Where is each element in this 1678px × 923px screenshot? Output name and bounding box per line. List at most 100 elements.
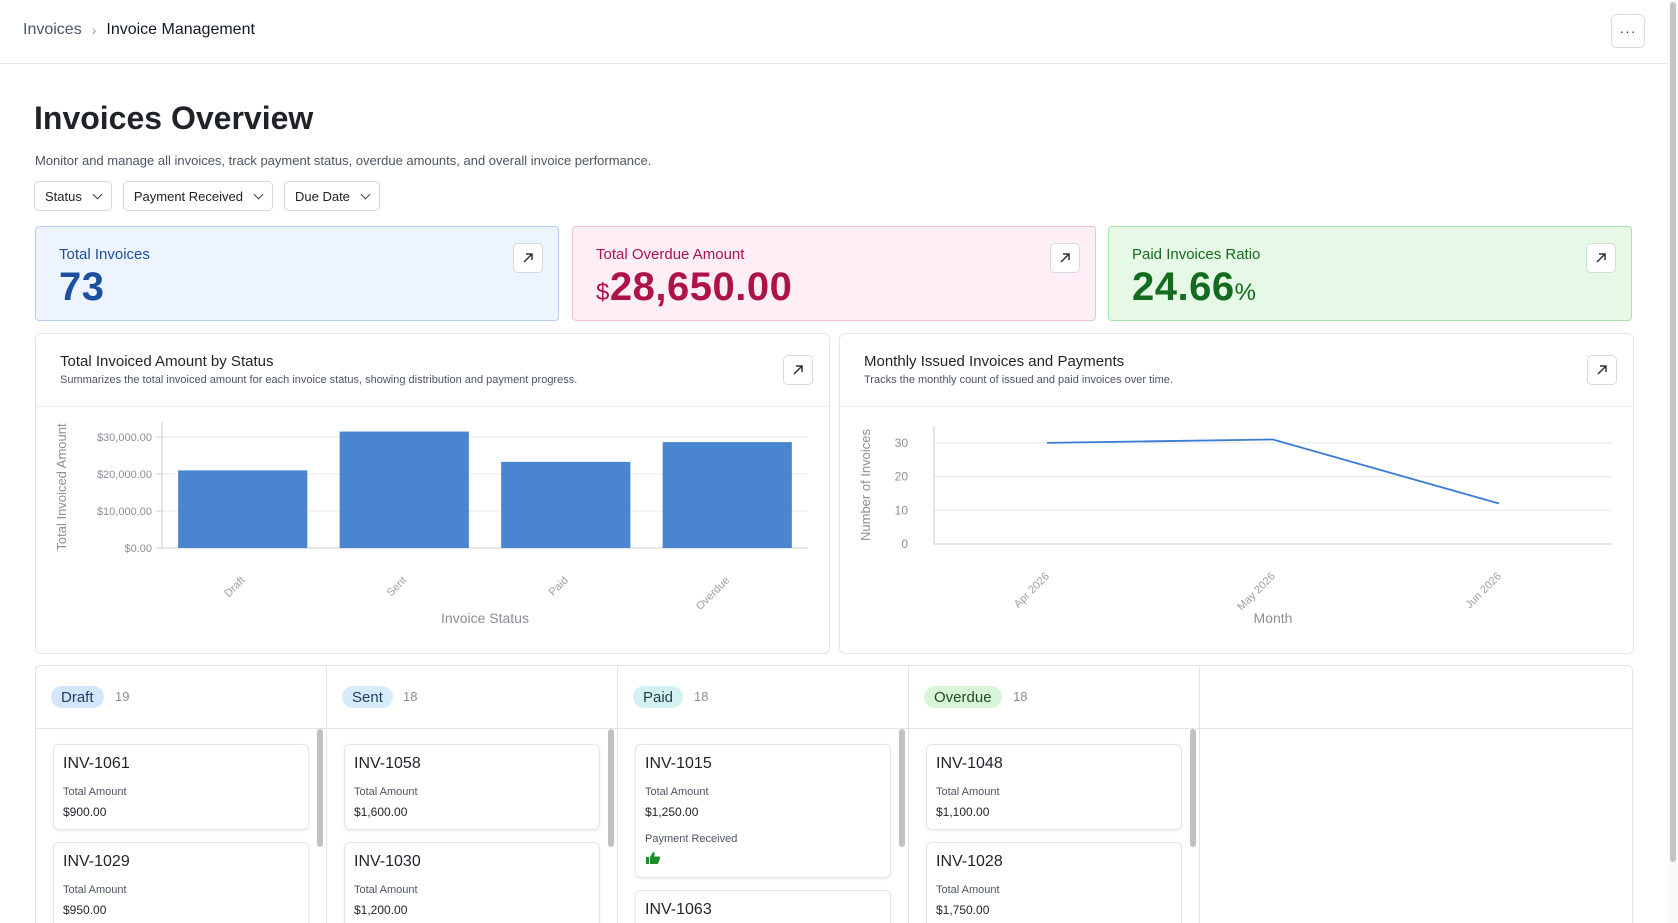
due-date-filter[interactable]: Due Date: [283, 181, 380, 211]
chevron-down-icon: [360, 189, 371, 199]
x-tick-label: Jun 2026: [1463, 570, 1503, 610]
invoice-id: INV-1015: [645, 755, 712, 772]
amount-label: Total Amount: [354, 786, 418, 798]
kanban-empty-area: [1200, 666, 1632, 923]
currency-prefix: $: [596, 279, 610, 306]
column-count: 18: [403, 689, 418, 704]
column-header: Sent 18: [327, 666, 617, 729]
breadcrumb: Invoices › Invoice Management: [23, 21, 255, 39]
breadcrumb-invoices-link[interactable]: Invoices: [23, 21, 82, 38]
open-chart-button[interactable]: [783, 355, 813, 385]
kpi-total-overdue-amount: Total Overdue Amount $28,650.00: [572, 226, 1096, 321]
x-tick-label: Sent: [385, 574, 409, 598]
arrow-up-right-icon: [523, 253, 533, 263]
x-axis-label: Invoice Status: [441, 610, 529, 626]
status-filter[interactable]: Status: [34, 181, 112, 211]
status-filter-label: Status: [45, 188, 82, 204]
bar: [501, 461, 631, 548]
thumbs-up-icon: [646, 852, 661, 864]
status-badge: Paid: [633, 686, 684, 708]
payment-received-filter[interactable]: Payment Received: [122, 181, 273, 211]
kpi-paid-invoices-ratio: Paid Invoices Ratio 24.66%: [1108, 226, 1632, 321]
page-subtitle: Monitor and manage all invoices, track p…: [35, 153, 652, 168]
payment-received-filter-label: Payment Received: [133, 188, 243, 204]
open-kpi-button[interactable]: [513, 243, 543, 273]
column-scrollbar[interactable]: [1190, 729, 1196, 847]
invoice-id: INV-1028: [936, 853, 1003, 870]
series-line: [1046, 438, 1500, 505]
invoice-card[interactable]: INV-1015 Total Amount $1,250.00 Payment …: [635, 744, 891, 878]
x-axis-label: Month: [1254, 610, 1293, 626]
column-header: Draft 19: [36, 666, 326, 729]
y-tick-label: $30,000.00: [97, 432, 152, 444]
x-tick-label: Apr 2026: [1012, 570, 1052, 610]
page-scrollbar[interactable]: [1668, 0, 1678, 923]
arrow-up-right-icon: [1596, 253, 1606, 263]
kanban-column-overdue: Overdue 18 INV-1048 Total Amount $1,100.…: [909, 666, 1200, 923]
bar: [178, 470, 308, 548]
column-count: 18: [694, 689, 709, 704]
status-badge: Sent: [342, 686, 393, 708]
amount-value: $1,600.00: [354, 805, 408, 819]
kpi-total-invoices: Total Invoices 73: [35, 226, 559, 321]
column-header: Overdue 18: [909, 666, 1199, 729]
amount-label: Total Amount: [63, 786, 127, 798]
kpi-value: $28,650.00: [596, 265, 793, 309]
kpi-value: 73: [59, 265, 105, 309]
amount-value: $950.00: [63, 903, 107, 917]
open-kpi-button[interactable]: [1586, 243, 1616, 273]
invoice-card[interactable]: INV-1029 Total Amount $950.00: [53, 842, 309, 923]
arrow-up-right-icon: [1597, 365, 1607, 375]
filter-bar: Status Payment Received Due Date: [34, 181, 380, 211]
amount-value: $1,100.00: [936, 805, 990, 819]
kanban-column-draft: Draft 19 INV-1061 Total Amount $900.00 I…: [36, 666, 327, 923]
invoice-card[interactable]: INV-1058 Total Amount $1,600.00: [344, 744, 600, 830]
amount-label: Total Amount: [936, 884, 1000, 896]
y-tick-label: $20,000.00: [97, 469, 152, 481]
invoice-id: INV-1030: [354, 853, 421, 870]
bar-chart: $0.00 $10,000.00 $20,000.00 $30,000.00 Draft…: [54, 422, 808, 626]
amount-label: Total Amount: [63, 884, 127, 896]
more-options-button[interactable]: ···: [1611, 14, 1645, 48]
kpi-label: Paid Invoices Ratio: [1132, 246, 1261, 263]
status-chart-card: Total Invoiced Amount by Status Summariz…: [35, 333, 830, 654]
invoice-card[interactable]: INV-1028 Total Amount $1,750.00: [926, 842, 1182, 923]
invoice-card[interactable]: INV-1030 Total Amount $1,200.00: [344, 842, 600, 923]
kpi-label: Total Overdue Amount: [596, 246, 745, 263]
invoice-card[interactable]: INV-1048 Total Amount $1,100.00: [926, 744, 1182, 830]
arrow-up-right-icon: [1060, 253, 1070, 263]
amount-value: $1,200.00: [354, 903, 408, 917]
chevron-down-icon: [253, 189, 264, 199]
y-axis-label: Number of Invoices: [858, 429, 873, 541]
amount-label: Total Amount: [354, 884, 418, 896]
kpi-label: Total Invoices: [59, 246, 150, 263]
invoice-id: INV-1061: [63, 755, 130, 772]
kpi-value: 24.66%: [1132, 265, 1257, 309]
amount-value: $1,250.00: [645, 805, 699, 819]
invoice-id: INV-1029: [63, 853, 130, 870]
chart-header: Total Invoiced Amount by Status Summariz…: [36, 334, 829, 407]
column-count: 18: [1013, 689, 1028, 704]
amount-label: Total Amount: [645, 786, 709, 798]
column-scrollbar[interactable]: [899, 729, 905, 847]
chart-subtitle: Tracks the monthly count of issued and p…: [864, 374, 1173, 386]
amount-value: $900.00: [63, 805, 107, 819]
open-chart-button[interactable]: [1587, 355, 1617, 385]
status-badge: Draft: [51, 686, 104, 708]
column-scrollbar[interactable]: [608, 729, 614, 847]
page-scrollbar-thumb[interactable]: [1670, 2, 1676, 862]
invoice-id: INV-1058: [354, 755, 421, 772]
column-count: 19: [115, 689, 130, 704]
column-header: [1200, 666, 1632, 729]
open-kpi-button[interactable]: [1050, 243, 1080, 273]
y-tick-label: 10: [895, 503, 909, 517]
invoice-card[interactable]: INV-1061 Total Amount $900.00: [53, 744, 309, 830]
column-scrollbar[interactable]: [317, 729, 323, 847]
y-tick-label: 0: [901, 537, 908, 551]
page-title: Invoices Overview: [34, 100, 314, 136]
more-icon: ···: [1619, 23, 1637, 39]
line-chart: 0 10 20 30 Apr 2026 May 2026 Jun 2026 Month Numb…: [858, 426, 1612, 626]
breadcrumb-current: Invoice Management: [106, 21, 255, 38]
bar: [339, 431, 469, 548]
invoice-card[interactable]: INV-1063: [635, 890, 891, 923]
